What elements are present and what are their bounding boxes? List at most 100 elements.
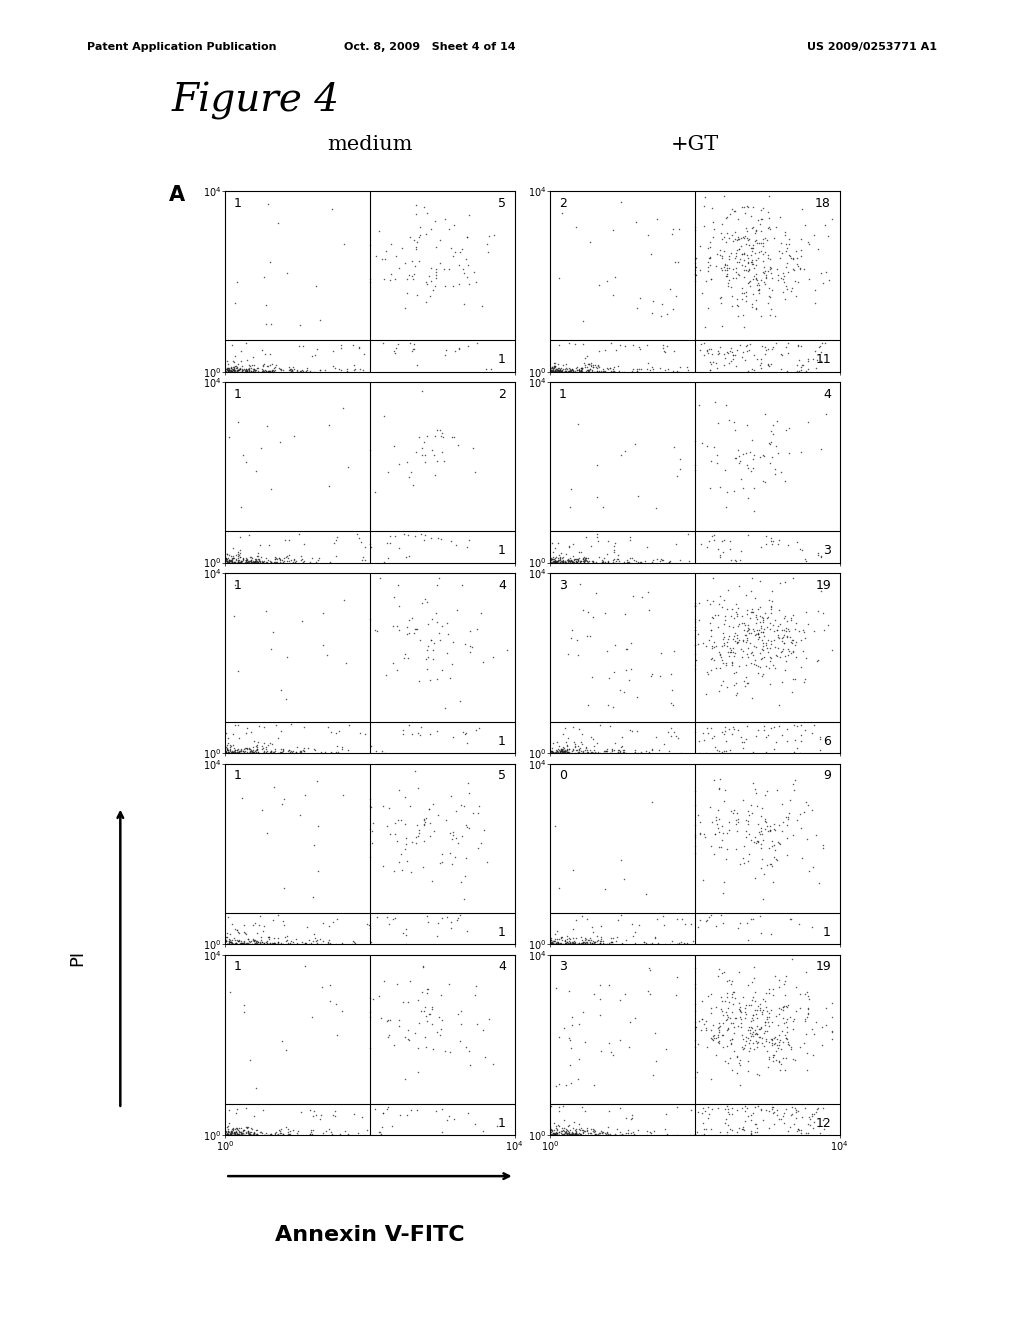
Point <box>759 1020 775 1041</box>
Point <box>311 310 328 331</box>
Point <box>224 537 241 558</box>
Point <box>386 861 402 882</box>
Point <box>628 211 644 232</box>
Point <box>710 413 726 434</box>
Point <box>218 741 234 762</box>
Point <box>555 1096 571 1117</box>
Point <box>587 1123 603 1144</box>
Point <box>442 1041 459 1063</box>
Point <box>554 362 570 383</box>
Point <box>236 1125 252 1146</box>
Point <box>301 552 317 573</box>
Point <box>255 933 271 954</box>
Point <box>644 360 660 381</box>
Point <box>380 546 396 568</box>
Point <box>246 1125 262 1146</box>
Point <box>554 1121 570 1142</box>
Point <box>812 263 828 284</box>
Point <box>459 226 475 247</box>
Point <box>762 612 778 634</box>
Point <box>647 726 664 747</box>
Point <box>546 743 562 764</box>
Point <box>767 840 783 861</box>
Point <box>256 267 272 288</box>
Point <box>671 362 687 383</box>
Point <box>773 232 790 253</box>
Point <box>737 1007 754 1028</box>
Point <box>556 742 572 763</box>
Point <box>326 532 342 553</box>
Point <box>575 552 592 573</box>
Point <box>743 803 760 824</box>
Point <box>569 413 586 434</box>
Point <box>229 359 246 380</box>
Text: 4: 4 <box>498 578 506 591</box>
Point <box>782 1117 799 1138</box>
Point <box>736 998 753 1019</box>
Point <box>572 1123 589 1144</box>
Point <box>220 360 237 381</box>
Point <box>553 741 569 762</box>
Point <box>552 552 568 573</box>
Point <box>761 216 777 238</box>
Point <box>744 449 761 470</box>
Point <box>219 927 236 948</box>
Point <box>587 932 603 953</box>
Point <box>752 997 768 1018</box>
Point <box>575 548 592 569</box>
Point <box>687 825 703 846</box>
Point <box>273 743 290 764</box>
Point <box>555 1123 571 1144</box>
Point <box>710 341 726 362</box>
Point <box>584 550 600 572</box>
Point <box>577 739 593 760</box>
Point <box>784 568 801 589</box>
Point <box>221 1122 238 1143</box>
Point <box>746 587 763 609</box>
Point <box>221 552 238 573</box>
Point <box>412 630 428 651</box>
Point <box>716 589 732 610</box>
Point <box>294 548 310 569</box>
Point <box>728 268 744 289</box>
Point <box>489 1115 506 1137</box>
Point <box>225 734 242 755</box>
Point <box>225 1123 242 1144</box>
Point <box>710 1098 726 1119</box>
Point <box>765 717 781 738</box>
Point <box>260 933 276 954</box>
Point <box>443 917 460 939</box>
Point <box>559 735 575 756</box>
Point <box>797 1097 813 1118</box>
Point <box>777 289 794 310</box>
Point <box>709 358 725 379</box>
Point <box>249 932 265 953</box>
Point <box>776 632 793 653</box>
Point <box>579 932 595 953</box>
Point <box>663 663 679 684</box>
Point <box>413 523 429 544</box>
Point <box>558 933 574 954</box>
Point <box>272 742 289 763</box>
Point <box>609 548 626 569</box>
Point <box>762 816 778 837</box>
Point <box>772 572 788 593</box>
Point <box>570 359 587 380</box>
Text: medium: medium <box>328 136 413 154</box>
Point <box>781 908 798 929</box>
Point <box>731 630 748 651</box>
Point <box>725 638 741 659</box>
Point <box>578 527 594 548</box>
Point <box>224 360 241 381</box>
Point <box>706 591 722 612</box>
Point <box>433 908 450 929</box>
Point <box>547 931 563 952</box>
Point <box>401 333 418 354</box>
Point <box>227 1125 244 1146</box>
Point <box>742 795 759 816</box>
Point <box>579 626 595 647</box>
Point <box>272 933 289 954</box>
Point <box>580 929 596 950</box>
Point <box>567 550 584 572</box>
Text: 12: 12 <box>815 1117 831 1130</box>
